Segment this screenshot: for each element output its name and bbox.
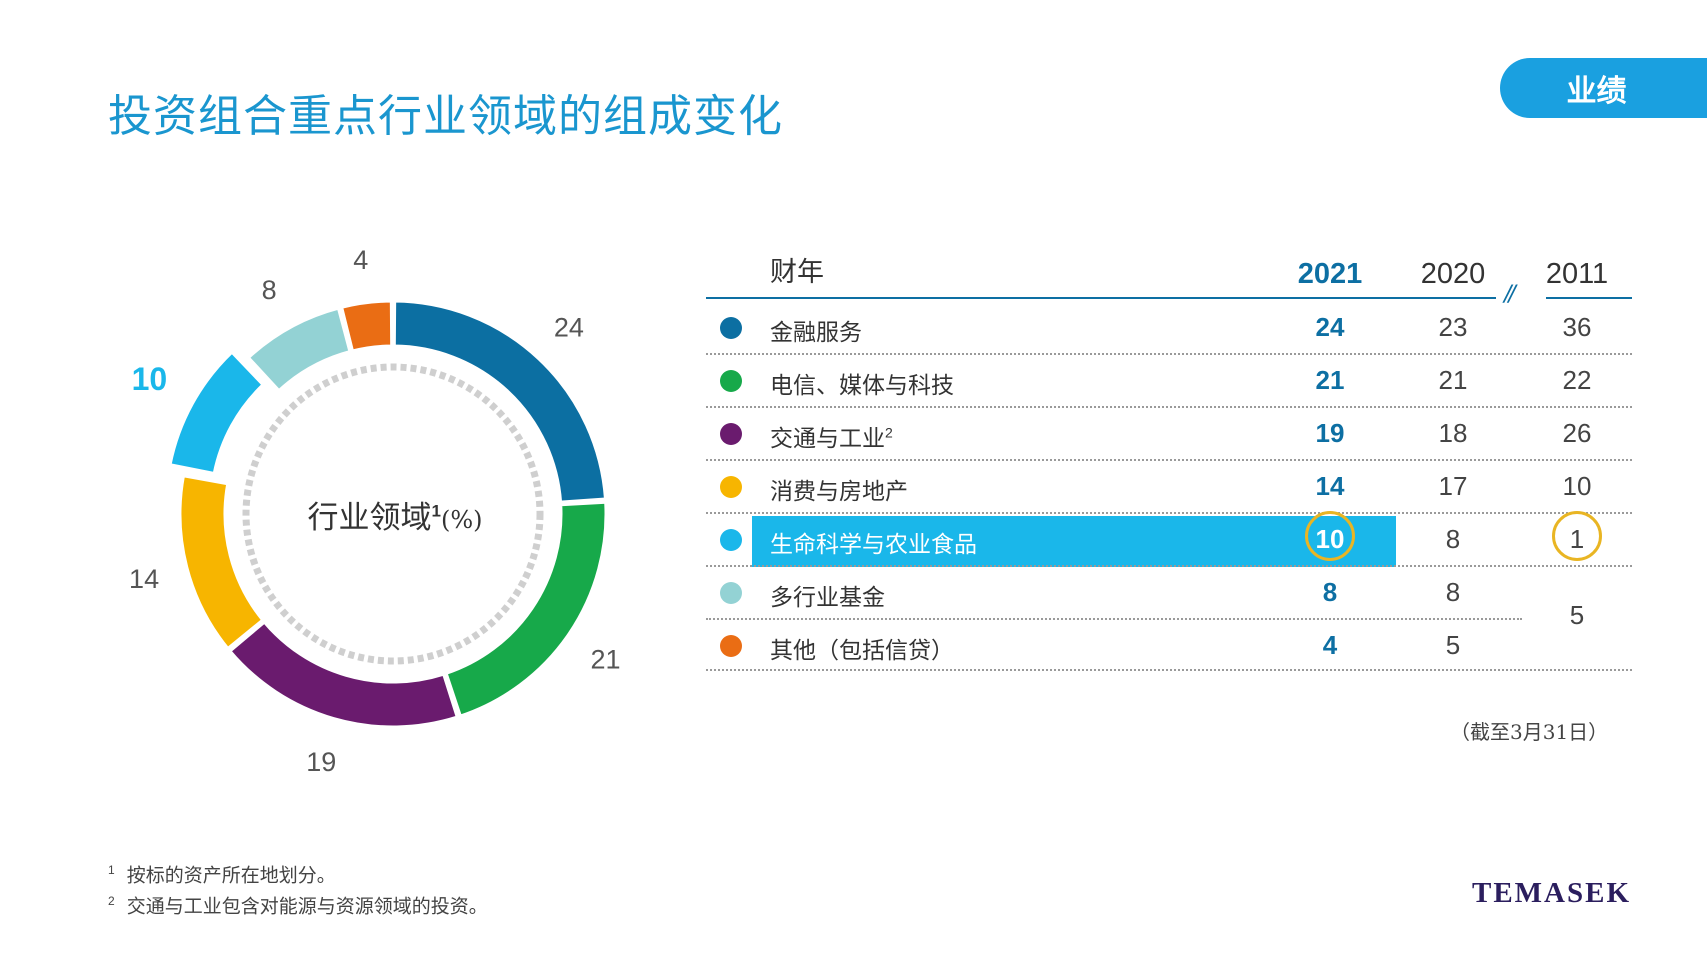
table-row: 消费与房地产 14 17 10 bbox=[706, 461, 1632, 514]
row-label: 交通与工业2 bbox=[770, 424, 893, 452]
date-note: （截至3月31日） bbox=[1450, 720, 1609, 744]
table-bottom-rule bbox=[706, 669, 1632, 671]
row-separator bbox=[706, 406, 1632, 408]
legend-dot-icon bbox=[720, 370, 742, 392]
section-tag-label: 业绩 bbox=[1566, 74, 1627, 109]
donut-inner-dashed-ring bbox=[242, 363, 544, 665]
row-separator bbox=[706, 565, 1632, 567]
value-2020: 18 bbox=[1438, 418, 1468, 448]
value-2020: 23 bbox=[1438, 312, 1468, 342]
donut-center-sup: 1 bbox=[431, 501, 441, 521]
page-title: 投资组合重点行业领域的组成变化 bbox=[108, 91, 783, 142]
value-2011: 26 bbox=[1562, 418, 1592, 448]
footnote-2-text: 交通与工业包含对能源与资源领域的投资。 bbox=[126, 895, 488, 918]
value-2020: 21 bbox=[1438, 365, 1468, 395]
value-2011: 36 bbox=[1562, 312, 1592, 342]
donut-value-label: 19 bbox=[306, 747, 336, 777]
header-rule-2011 bbox=[1546, 297, 1632, 299]
value-2021: 4 bbox=[1322, 630, 1338, 660]
section-tag[interactable]: 业绩 bbox=[1500, 58, 1707, 118]
donut-slice bbox=[178, 473, 265, 651]
year-2021-header: 2021 bbox=[1297, 258, 1363, 290]
donut-slice bbox=[246, 306, 352, 393]
highlight-ring-2021 bbox=[1305, 511, 1355, 561]
row-label: 多行业基金 bbox=[770, 585, 885, 611]
legend-dot-icon bbox=[720, 529, 742, 551]
donut-slice bbox=[339, 299, 394, 353]
table-row: 金融服务 24 23 36 bbox=[706, 302, 1632, 355]
value-2020: 5 bbox=[1445, 630, 1461, 660]
legend-dot-icon bbox=[720, 423, 742, 445]
value-2011: 22 bbox=[1562, 365, 1592, 395]
donut-value-label: 10 bbox=[132, 361, 168, 397]
value-2021: 8 bbox=[1322, 577, 1338, 607]
row-separator bbox=[706, 512, 1632, 514]
row-label: 电信、媒体与科技 bbox=[770, 373, 954, 399]
table-row: 多行业基金 8 8 bbox=[706, 567, 1632, 620]
value-2020: 8 bbox=[1445, 577, 1461, 607]
value-2011: 10 bbox=[1562, 471, 1592, 501]
footnote-1-text: 按标的资产所在地划分。 bbox=[126, 864, 336, 887]
merged-2011-value: 5 bbox=[1569, 600, 1585, 630]
footnote-2: 2 交通与工业包含对能源与资源领域的投资。 bbox=[108, 888, 488, 919]
legend-dot-icon bbox=[720, 635, 742, 657]
row-separator bbox=[706, 459, 1632, 461]
row-label: 生命科学与农业食品 bbox=[770, 532, 977, 558]
table-row: 电信、媒体与科技 21 21 22 bbox=[706, 355, 1632, 408]
header-rule bbox=[706, 297, 1496, 299]
donut-value-label: 4 bbox=[353, 245, 368, 275]
footnotes: 1 按标的资产所在地划分。 2 交通与工业包含对能源与资源领域的投资。 bbox=[108, 857, 488, 920]
table-row: 其他（包括信贷） 4 5 bbox=[706, 620, 1632, 673]
value-2020: 17 bbox=[1438, 471, 1468, 501]
legend-dot-icon bbox=[720, 582, 742, 604]
row-label: 消费与房地产 bbox=[770, 479, 908, 505]
row-highlight-bar bbox=[752, 516, 1396, 567]
donut-value-label: 24 bbox=[554, 313, 584, 343]
donut-center-label: 行业领域1(%) bbox=[250, 492, 540, 537]
legend-dot-icon bbox=[720, 476, 742, 498]
value-2021: 21 bbox=[1315, 365, 1345, 395]
donut-value-label: 8 bbox=[262, 275, 277, 305]
donut-slice bbox=[227, 619, 460, 729]
row-label: 其他（包括信贷） bbox=[770, 638, 954, 664]
value-2021: 14 bbox=[1315, 471, 1345, 501]
temasek-logo: TEMASEK bbox=[1472, 877, 1632, 909]
table-row: 交通与工业2 19 18 26 bbox=[706, 408, 1632, 461]
value-2020: 8 bbox=[1445, 524, 1461, 554]
donut-value-label: 14 bbox=[129, 564, 159, 594]
donut-slice bbox=[392, 299, 608, 504]
row-label: 金融服务 bbox=[770, 320, 862, 346]
year-2011-header: 2011 bbox=[1545, 258, 1609, 290]
value-2021: 19 bbox=[1315, 418, 1345, 448]
donut-center-text: 行业领域 bbox=[307, 500, 432, 536]
row-separator bbox=[706, 618, 1522, 620]
footnote-1: 1 按标的资产所在地划分。 bbox=[108, 857, 488, 888]
highlight-ring-2011 bbox=[1552, 511, 1602, 561]
row-separator bbox=[706, 353, 1632, 355]
axis-break-mark: // bbox=[1504, 282, 1516, 307]
donut-slice bbox=[168, 350, 266, 476]
footnote-1-mark: 1 bbox=[108, 863, 115, 877]
table-row: 生命科学与农业食品 10 8 1 bbox=[706, 514, 1632, 567]
sector-table: 财年 2021 2020 2011 // 金融服务 24 23 36 电信、媒体与科技 2… bbox=[706, 248, 1632, 678]
fiscal-year-label: 财年 bbox=[770, 257, 824, 288]
year-2020-header: 2020 bbox=[1420, 258, 1486, 290]
donut-value-label: 21 bbox=[591, 644, 621, 674]
donut-slice bbox=[444, 500, 608, 718]
value-2021: 24 bbox=[1315, 312, 1345, 342]
footnote-2-mark: 2 bbox=[108, 894, 115, 909]
legend-dot-icon bbox=[720, 317, 742, 339]
donut-center-unit: (%) bbox=[440, 506, 483, 534]
